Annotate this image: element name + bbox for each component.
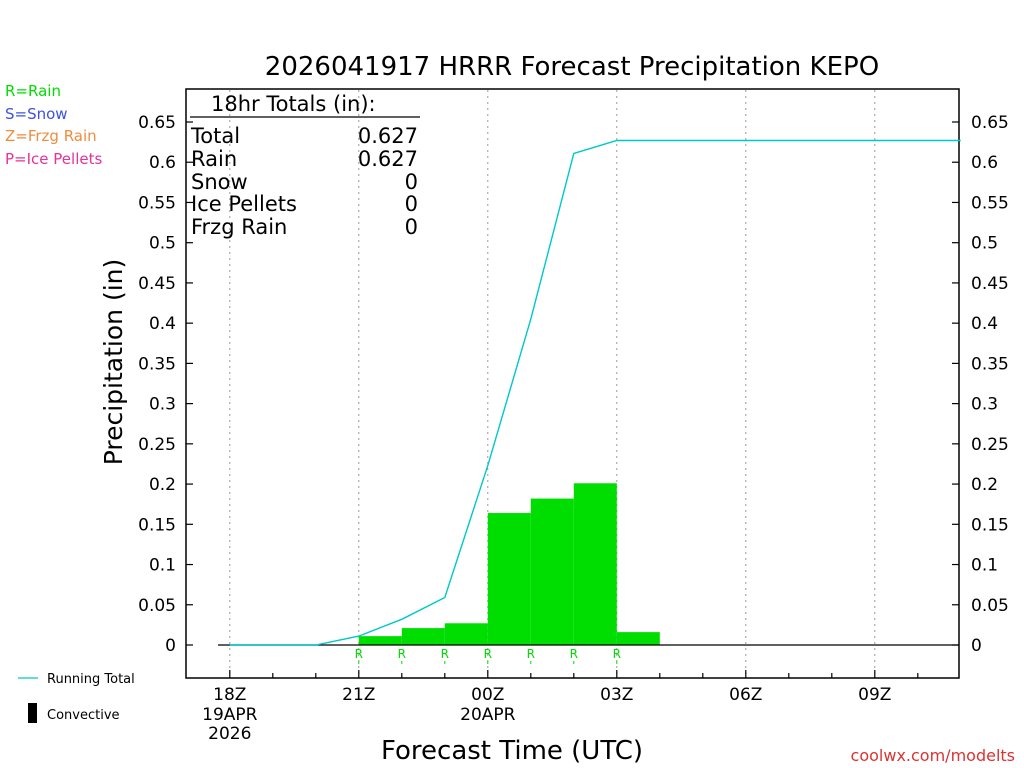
x-tick-date: 20APR [460, 705, 516, 725]
y-tick-label-right: 0.35 [971, 354, 1009, 374]
y-tick-label-right: 0.25 [971, 435, 1009, 455]
y-tick-label-left: 0.05 [138, 596, 176, 616]
totals-row-value: 0 [405, 192, 418, 216]
running-total-legend-label: Running Total [47, 672, 135, 687]
convective-legend-label: Convective [47, 708, 120, 723]
y-tick-label-right: 0.1 [971, 556, 998, 576]
chart-title: 2026041917 HRRR Forecast Precipitation K… [265, 52, 879, 82]
y-axis-ticks: 0 00.05 0.050.1 0.10.15 0.150.2 0.20.25 0.250.… [138, 113, 1009, 656]
totals-row-label: Frzg Rain [191, 215, 287, 239]
plot-frame [185, 88, 960, 679]
y-tick-label-left: 0.55 [138, 193, 176, 213]
totals-row-label: Snow [191, 170, 248, 194]
y-tick-label-right: 0.5 [971, 234, 998, 254]
y-tick-label-left: 0.45 [138, 274, 176, 294]
y-tick-label-left: 0.65 [138, 113, 176, 133]
precip-type-marker: R [484, 647, 492, 661]
y-tick-label-left: 0.35 [138, 354, 176, 374]
totals-row-label: Total [190, 124, 240, 148]
running-total-polyline [229, 139, 961, 646]
x-tick-label: 03Z [600, 685, 633, 705]
hourly-rain-bars [358, 483, 660, 645]
convective-legend-swatch [28, 703, 37, 723]
x-tick-label: 06Z [729, 685, 762, 705]
precip-type-marker: R [613, 647, 621, 661]
x-tick-label: 21Z [342, 685, 375, 705]
rain-bar [616, 632, 660, 645]
totals-row-value: 0 [405, 170, 418, 194]
y-tick-label-right: 0.15 [971, 515, 1009, 535]
y-tick-label-right: 0.55 [971, 193, 1009, 213]
rain-bar [401, 628, 445, 645]
x-tick-label: 18Z [213, 685, 246, 705]
totals-header: 18hr Totals (in): [211, 92, 376, 116]
x-tick-label: 00Z [471, 685, 504, 705]
precip-type-legend: R=Rain S=Snow Z=Frzg Rain P=Ice Pellets [5, 82, 102, 168]
y-tick-label-left: 0.15 [138, 515, 176, 535]
series-legend: Running Total Convective [18, 672, 135, 723]
rain-bar [444, 623, 488, 645]
rain-bar [358, 636, 402, 645]
rain-bar [573, 483, 617, 645]
precip-type-marker: R [570, 647, 578, 661]
y-tick-label-right: 0.65 [971, 113, 1009, 133]
y-tick-label-left: 0.25 [138, 435, 176, 455]
x-tick-date: 19APR [202, 705, 258, 725]
totals-row-label: Ice Pellets [191, 192, 297, 216]
running-total-line [229, 139, 961, 646]
legend-rain: R=Rain [5, 82, 61, 100]
credit-link[interactable]: coolwx.com/modelts [851, 746, 1015, 765]
y-tick-label-right: 0.45 [971, 274, 1009, 294]
y-tick-label-left: 0 [165, 636, 176, 656]
totals-row-value: 0.627 [358, 124, 418, 148]
totals-box: 18hr Totals (in): Total 0.627 Rain 0.627… [190, 92, 420, 239]
y-tick-label-left: 0.2 [149, 475, 176, 495]
y-tick-label-right: 0.3 [971, 395, 998, 415]
y-tick-label-right: 0.2 [971, 475, 998, 495]
y-tick-label-right: 0 [971, 636, 982, 656]
y-tick-label-right: 0.05 [971, 596, 1009, 616]
x-tick-year: 2026 [208, 724, 251, 744]
y-tick-label-right: 0.4 [971, 314, 998, 334]
legend-freezing-rain: Z=Frzg Rain [5, 127, 97, 145]
precip-type-marker: R [355, 647, 363, 661]
x-tick-label: 09Z [858, 685, 891, 705]
y-tick-label-left: 0.4 [149, 314, 176, 334]
precip-type-marker: R [527, 647, 535, 661]
rain-bar [487, 513, 531, 645]
precip-type-marker: R [398, 647, 406, 661]
legend-snow: S=Snow [5, 105, 68, 123]
y-tick-label-left: 0.3 [149, 395, 176, 415]
totals-row-value: 0.627 [358, 147, 418, 171]
precip-type-marker: R [441, 647, 449, 661]
rain-bar [530, 498, 574, 645]
x-axis-label: Forecast Time (UTC) [381, 736, 643, 766]
y-tick-label-right: 0.6 [971, 153, 998, 173]
vertical-gridlines [229, 90, 876, 677]
y-tick-label-left: 0.1 [149, 556, 176, 576]
y-tick-label-left: 0.5 [149, 234, 176, 254]
y-axis-label: Precipitation (in) [99, 259, 128, 466]
y-tick-label-left: 0.6 [149, 153, 176, 173]
legend-ice-pellets: P=Ice Pellets [5, 150, 102, 168]
totals-row-label: Rain [191, 147, 237, 171]
totals-row-value: 0 [405, 215, 418, 239]
